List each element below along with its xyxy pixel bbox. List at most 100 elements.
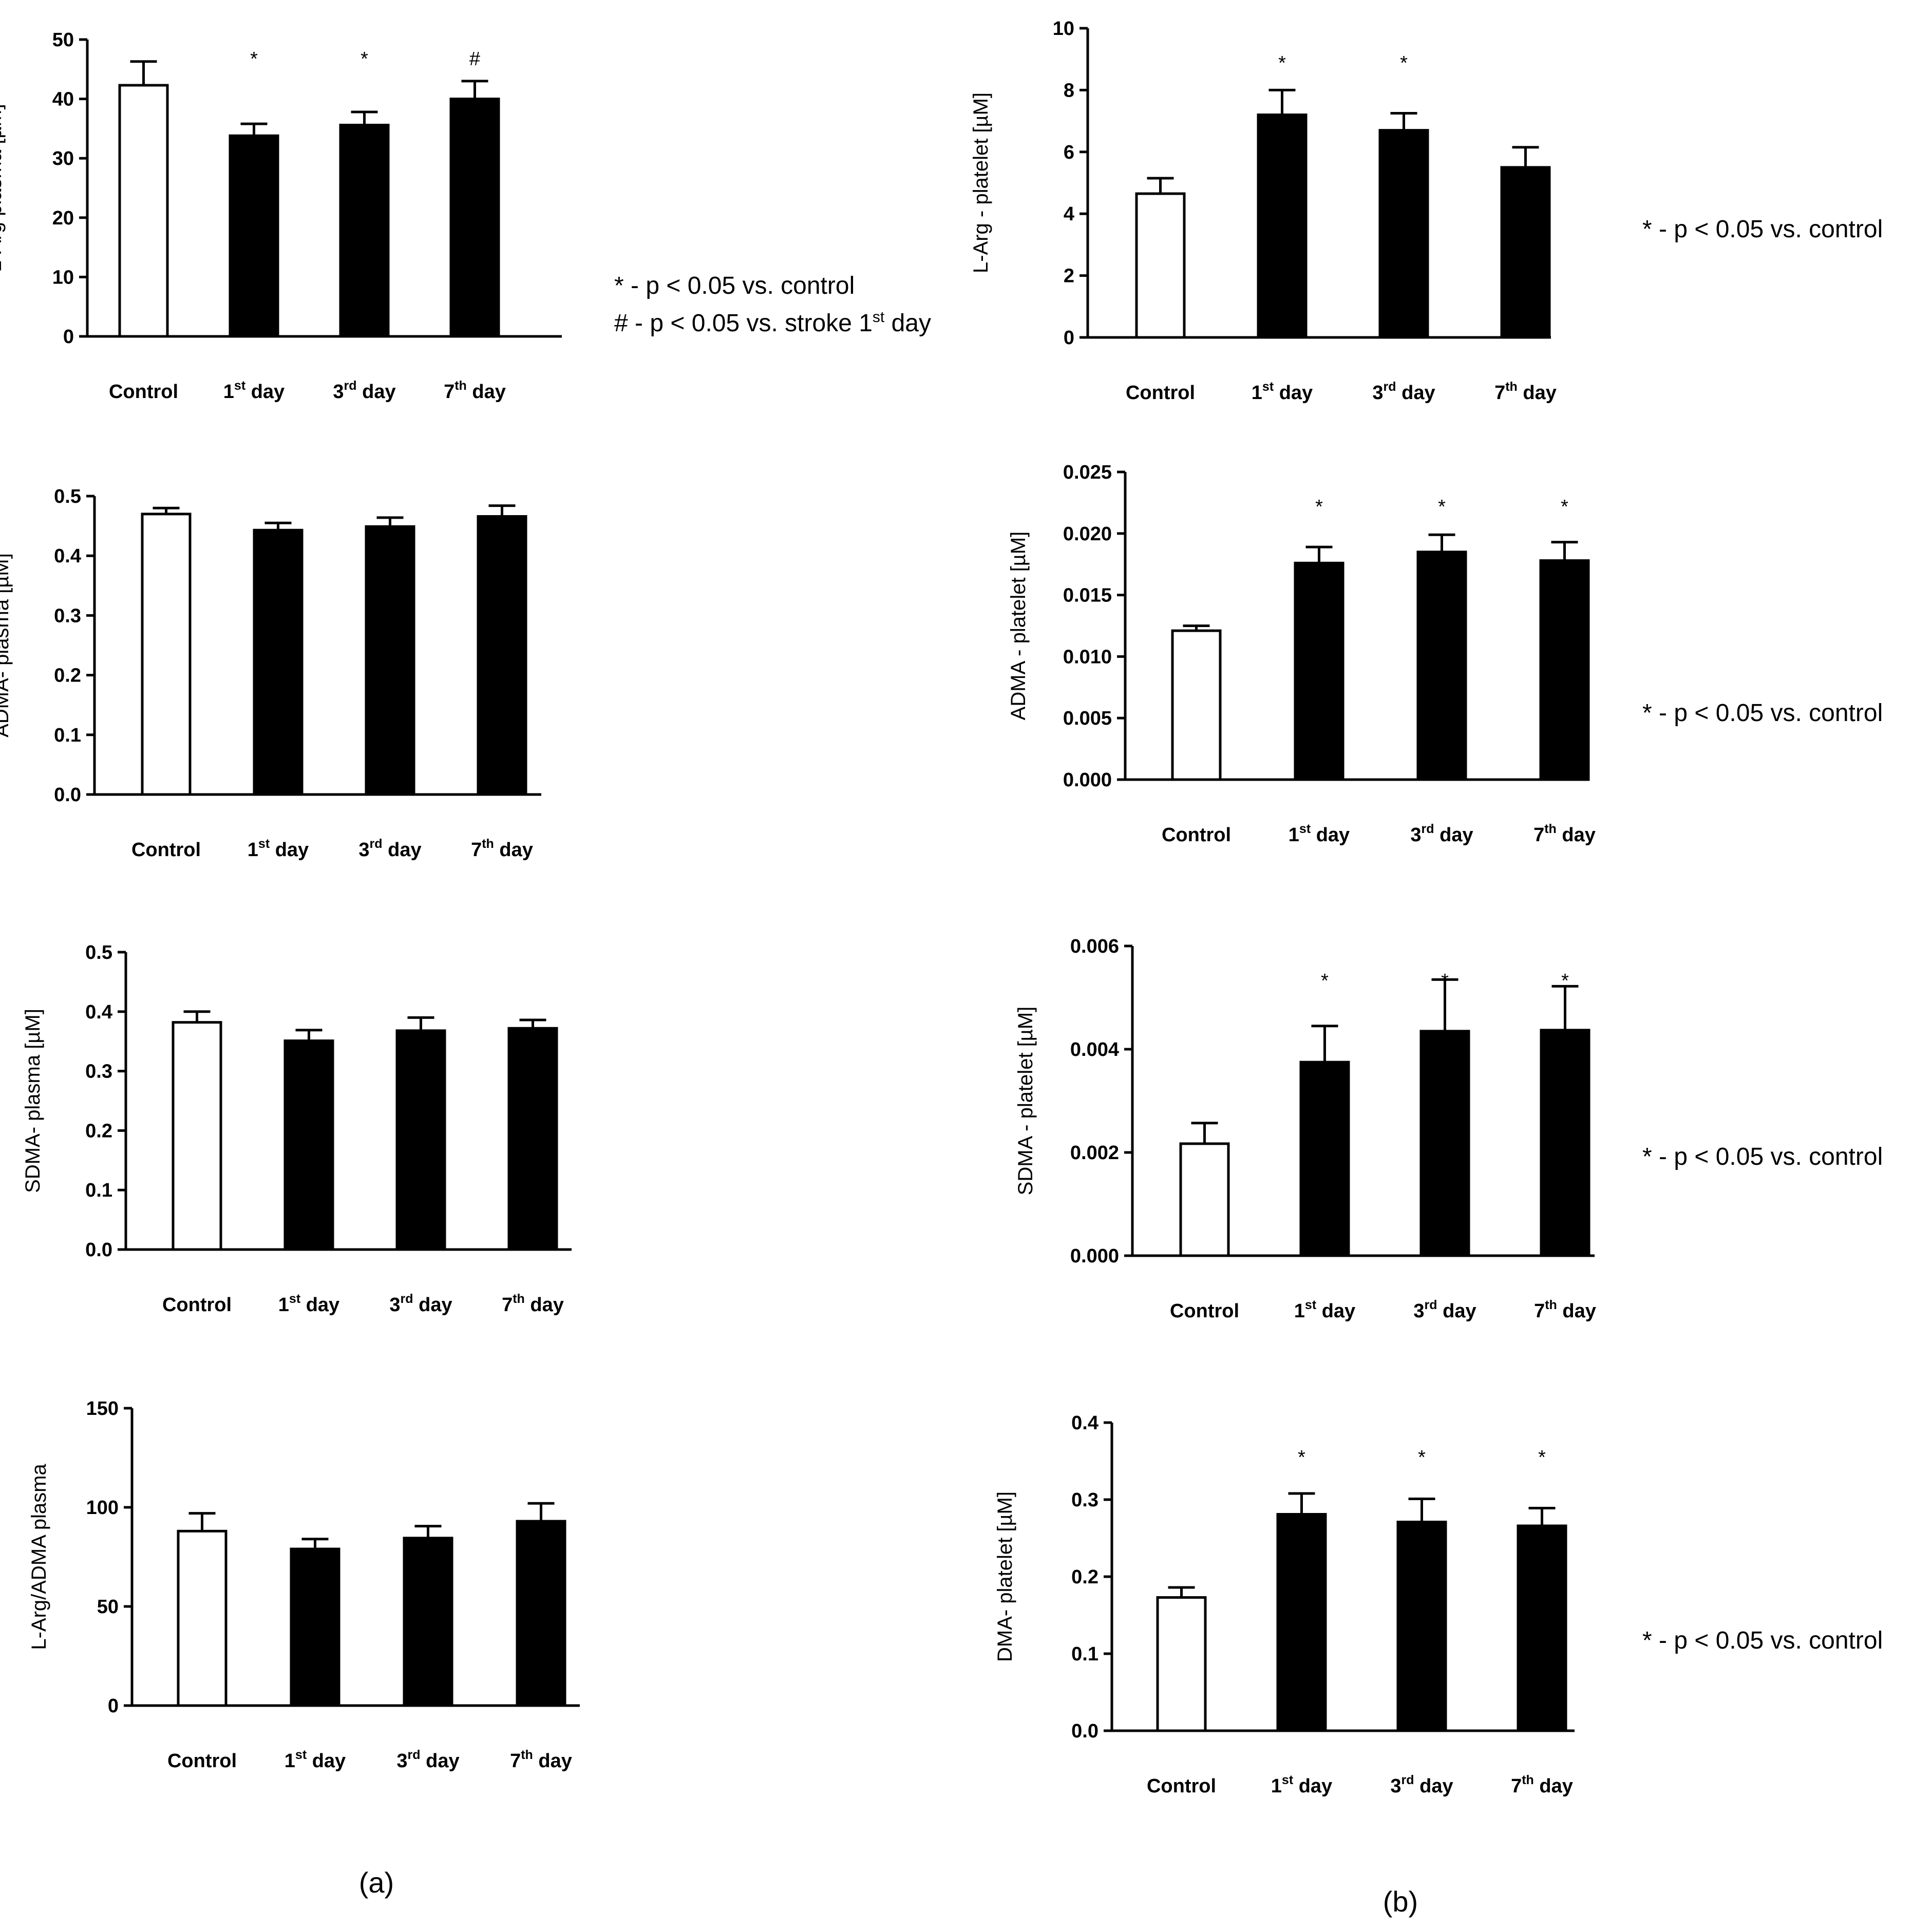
y-tick-label: 0 <box>63 326 74 348</box>
category-label-main: 7 <box>444 381 454 403</box>
category-label-sup: rd <box>344 379 357 393</box>
category-label-sup: st <box>1282 1773 1294 1787</box>
category-label: Control <box>1126 382 1195 404</box>
category-label-main: 3 <box>1413 1300 1424 1322</box>
category-label-main: 1 <box>223 381 234 403</box>
y-tick-label: 50 <box>97 1596 119 1618</box>
bar-control <box>141 513 192 796</box>
chart-b4: 0.0 0.1 0.2 0.3 0.4 DMA- platelet [µM] Control… <box>994 1412 1575 1797</box>
category-label-sup: th <box>521 1748 533 1762</box>
panel-label-a: (a) <box>359 1866 394 1899</box>
significance-mark: * <box>1438 496 1446 518</box>
category-label: 7th day <box>444 379 506 403</box>
bar-stroke <box>1416 551 1467 781</box>
category-label-tail: day <box>383 839 422 861</box>
category-label-main: Control <box>167 1750 237 1772</box>
y-axis-title: L-Arg plasma [µM] <box>0 104 6 272</box>
y-tick-label: 0.000 <box>1070 1245 1119 1267</box>
y-tick-label: 0.3 <box>54 605 81 627</box>
y-tick-label: 0.1 <box>85 1180 112 1201</box>
category-label: 7th day <box>1494 380 1557 404</box>
category-label-sup: th <box>482 837 494 851</box>
category-label-main: 3 <box>1410 824 1421 846</box>
bar-stroke <box>516 1520 566 1707</box>
y-tick-label: 0.5 <box>54 486 81 507</box>
category-label-sup: st <box>1262 380 1274 394</box>
category-label-main: 7 <box>1494 382 1505 404</box>
y-tick-label: 0.2 <box>1071 1566 1098 1588</box>
category-label-tail: day <box>1437 1300 1476 1322</box>
bar-stroke <box>1396 1521 1447 1732</box>
category-label-sup: rd <box>1401 1773 1414 1787</box>
y-tick-label: 20 <box>52 207 74 229</box>
category-label-sup: rd <box>408 1748 421 1762</box>
y-tick-label: 30 <box>52 148 74 169</box>
y-tick-label: 0.005 <box>1063 708 1112 729</box>
y-tick-label: 0.3 <box>85 1061 112 1083</box>
category-label-tail: day <box>1414 1775 1453 1797</box>
bar-stroke <box>283 1039 334 1251</box>
y-tick-label: 0.0 <box>1071 1720 1098 1742</box>
y-tick-label: 6 <box>1064 142 1074 163</box>
note-a-star: * - p < 0.05 vs. control <box>614 272 855 299</box>
bar-stroke <box>1257 113 1308 339</box>
category-label-main: 7 <box>1533 824 1544 846</box>
y-tick-label: 0.006 <box>1070 936 1119 957</box>
bar-control <box>172 1021 222 1251</box>
significance-mark: * <box>1278 52 1286 74</box>
category-label-main: 7 <box>1534 1300 1545 1322</box>
category-label: 1st day <box>248 837 309 861</box>
y-tick-label: 0.010 <box>1063 646 1112 668</box>
y-axis-title: L-Arg/ADMA plasma <box>28 1464 50 1650</box>
category-label-main: Control <box>162 1294 232 1316</box>
category-label-main: 1 <box>278 1294 289 1316</box>
bar-control <box>118 84 169 338</box>
category-label-main: 7 <box>1511 1775 1522 1797</box>
category-label: 3rd day <box>1372 380 1435 404</box>
bar-stroke <box>449 98 500 338</box>
category-label: 7th day <box>510 1748 572 1772</box>
category-label: 1st day <box>1271 1773 1332 1797</box>
chart-a4: 0 50 100 150 L-Arg/ADMA plasma Control 1st day… <box>28 1398 580 1772</box>
category-label-main: 3 <box>358 839 369 861</box>
y-axis-title: L-Arg - platelet [µM] <box>970 92 992 273</box>
y-tick-label: 4 <box>1064 203 1074 225</box>
significance-mark: * <box>1561 970 1569 992</box>
y-axis-title: ADMA - platelet [µM] <box>1007 532 1030 721</box>
bar-stroke <box>290 1547 340 1707</box>
y-tick-label: 0.004 <box>1070 1039 1119 1061</box>
category-label-tail: day <box>307 1750 346 1772</box>
category-label-sup: st <box>289 1292 301 1306</box>
category-label-main: Control <box>1147 1775 1216 1797</box>
y-tick-label: 2 <box>1064 266 1074 287</box>
y-tick-label: 10 <box>52 267 74 288</box>
bar-stroke <box>403 1537 453 1707</box>
y-tick-label: 0.0 <box>54 784 81 806</box>
y-tick-label: 0 <box>1064 327 1074 349</box>
chart-b3: 0.000 0.002 0.004 0.006 SDMA - platelet [µM]… <box>1014 936 1596 1322</box>
bar-stroke <box>1517 1524 1567 1732</box>
category-label-sup: rd <box>1422 822 1434 836</box>
category-label-main: 7 <box>471 839 482 861</box>
y-tick-label: 0 <box>108 1695 119 1717</box>
y-tick-label: 0.2 <box>54 665 81 687</box>
note-a-hash-tail: day <box>884 310 931 337</box>
bar-control <box>1135 192 1186 339</box>
chart-a1: 0 10 20 30 40 50 L-Arg plasma [µM] Control * 1st … <box>0 29 562 403</box>
category-label: 3rd day <box>333 379 395 403</box>
note-b4: * - p < 0.05 vs. control <box>1642 1627 1883 1654</box>
category-label: 7th day <box>502 1292 564 1316</box>
significance-mark: * <box>1418 1447 1426 1468</box>
category-label-sup: rd <box>401 1292 413 1306</box>
category-label: 1st day <box>278 1292 339 1316</box>
chart-b2: 0.000 0.005 0.010 0.015 0.020 0.025 ADMA - pla… <box>1007 462 1596 846</box>
y-tick-label: 40 <box>52 89 74 110</box>
category-label-tail: day <box>1311 824 1350 846</box>
y-tick-label: 0.025 <box>1063 462 1112 483</box>
category-label-tail: day <box>1434 824 1473 846</box>
category-label-tail: day <box>467 381 506 403</box>
category-label: Control <box>1170 1300 1239 1322</box>
category-label-main: 3 <box>1372 382 1383 404</box>
significance-mark: # <box>469 48 480 70</box>
category-label-sup: rd <box>1384 380 1396 394</box>
